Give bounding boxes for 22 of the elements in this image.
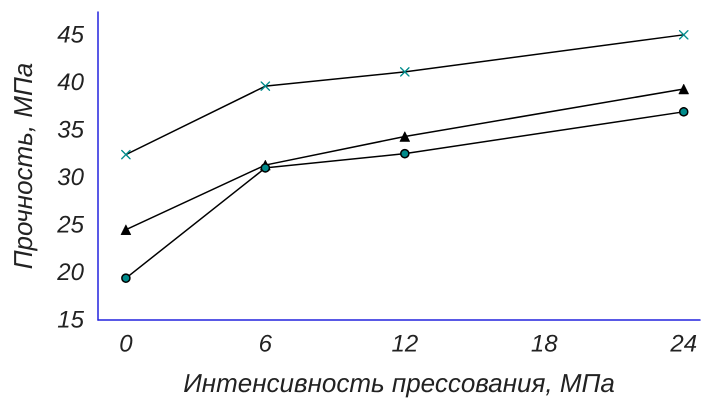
point	[678, 30, 688, 40]
y-tick-label: 45	[57, 21, 85, 48]
x-tick-label: 24	[669, 330, 698, 358]
y-axis-title: Прочность, МПа	[8, 62, 38, 270]
x-axis-title: Интенсивность прессования, МПа	[183, 368, 615, 398]
point	[400, 131, 410, 142]
point	[120, 224, 132, 235]
y-tick-label: 30	[57, 164, 85, 191]
y-tick-label: 20	[56, 258, 85, 286]
point	[260, 163, 270, 173]
point	[121, 273, 131, 283]
x-tick-label: 12	[391, 330, 418, 358]
x-tick-label: 0	[119, 330, 134, 358]
point	[678, 84, 689, 94]
y-tick-label: 40	[57, 68, 85, 96]
y-tick-label: 25	[56, 211, 85, 238]
x-tick-label: 18	[530, 330, 558, 358]
y-tick-label: 15	[57, 306, 85, 334]
point	[678, 107, 688, 117]
x-tick-label: 6	[258, 330, 273, 358]
y-tick-label: 35	[57, 116, 85, 144]
point	[400, 148, 410, 158]
